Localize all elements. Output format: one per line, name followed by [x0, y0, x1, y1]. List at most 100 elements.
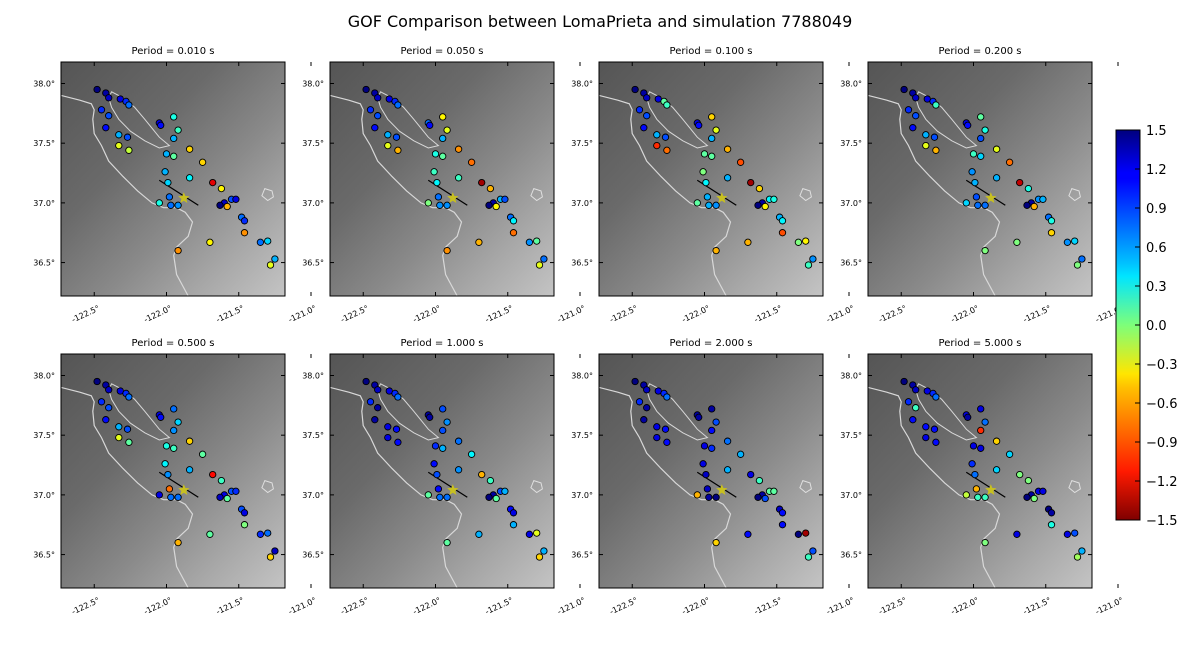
station-marker [443, 493, 451, 501]
station-marker [755, 476, 764, 485]
station-marker [426, 121, 434, 129]
station-marker [525, 530, 534, 538]
y-tick-label: 38.0° [302, 371, 324, 380]
station-marker [478, 470, 486, 479]
station-marker [804, 261, 813, 269]
station-marker [475, 238, 483, 246]
station-marker [736, 158, 745, 166]
station-marker [123, 133, 132, 141]
station-marker [640, 124, 648, 132]
station-marker [705, 201, 713, 209]
panel-frame [598, 353, 824, 589]
station-marker [968, 168, 976, 176]
epicenter-star-icon [716, 484, 728, 495]
panel-title: Period = 0.500 s [132, 338, 215, 349]
colorbar-tick-label: 0.0 [1146, 319, 1167, 334]
station-marker [736, 450, 745, 458]
station-marker [932, 146, 940, 154]
station-marker [454, 145, 463, 153]
station-marker [712, 201, 720, 209]
station-marker [761, 494, 769, 503]
station-marker [1047, 509, 1056, 517]
y-tick-label: 37.0° [33, 199, 55, 208]
station-marker [266, 553, 275, 561]
station-marker [535, 261, 544, 269]
station-marker [164, 470, 172, 479]
map-layers [599, 85, 817, 296]
station-marker [708, 426, 716, 435]
station-marker [1013, 530, 1021, 538]
station-marker [443, 126, 451, 134]
station-marker [904, 398, 913, 406]
station-marker [433, 178, 441, 187]
station-marker [755, 184, 764, 193]
x-tick-label: -122.5° [339, 596, 370, 617]
station-marker [165, 193, 174, 201]
station-marker [167, 201, 175, 209]
station-marker [964, 413, 972, 421]
station-marker [705, 493, 713, 501]
x-tick-label: -122.5° [877, 304, 908, 325]
coastline [61, 94, 194, 296]
station-marker [699, 168, 707, 176]
station-marker [366, 106, 375, 114]
epicenter-star-icon [447, 484, 459, 495]
station-marker [97, 106, 106, 114]
map-panel: Period = 1.000 s 38.0° 37.5° 37.0° 36.5° -122… [302, 338, 587, 616]
bay-outline [377, 91, 440, 149]
station-marker [170, 134, 178, 143]
station-marker [1071, 237, 1079, 245]
station-marker [431, 442, 440, 450]
station-marker [922, 423, 930, 431]
map-layers [868, 377, 1086, 588]
station-marker [216, 493, 224, 501]
terrain-background [868, 62, 1092, 296]
station-marker [374, 404, 382, 412]
x-tick-label: -121.5° [484, 596, 515, 617]
station-marker [256, 530, 265, 538]
station-marker [643, 94, 651, 102]
y-tick-label: 37.5° [33, 431, 55, 440]
station-marker [443, 246, 451, 255]
map-panel: Period = 0.050 s 38.0° 37.5° 37.0° 36.5° -122… [302, 46, 587, 324]
colorbar-gradient [1115, 129, 1141, 521]
station-marker [535, 553, 544, 561]
station-marker [185, 174, 194, 182]
station-marker [708, 405, 716, 413]
x-tick-label: -121.0° [1094, 596, 1125, 617]
station-marker [932, 438, 940, 446]
station-marker [643, 404, 651, 412]
station-marker [754, 201, 762, 209]
station-marker [922, 131, 930, 139]
station-marker [454, 174, 463, 182]
map-panel: Period = 2.000 s 38.0° 37.5° 37.0° 36.5° -122… [571, 338, 856, 616]
station-marker [932, 101, 940, 109]
station-marker [969, 442, 978, 450]
station-marker [977, 405, 985, 413]
station-marker [439, 152, 447, 160]
station-marker [712, 493, 720, 501]
station-marker [977, 152, 985, 160]
station-marker [102, 124, 110, 132]
station-marker [115, 131, 123, 139]
map-panel: Period = 0.200 s 38.0° 37.5° 37.0° 36.5° -122… [840, 46, 1125, 324]
station-marker [977, 134, 985, 143]
station-marker [981, 246, 989, 255]
x-tick-label: -121.5° [753, 596, 784, 617]
station-marker [533, 529, 541, 537]
station-marker [802, 237, 810, 245]
station-marker [974, 493, 982, 501]
station-marker [185, 466, 194, 474]
station-marker [912, 112, 920, 120]
epicenter-star-icon [985, 192, 997, 203]
station-marker [509, 509, 518, 517]
station-marker [509, 229, 518, 237]
epicenter-star-icon [716, 192, 728, 203]
y-tick-label: 36.5° [571, 551, 593, 560]
station-marker [174, 418, 182, 426]
terrain-background [330, 62, 554, 296]
station-marker [992, 437, 1001, 445]
station-marker [454, 466, 463, 474]
station-marker [125, 101, 133, 109]
station-marker [161, 168, 169, 176]
